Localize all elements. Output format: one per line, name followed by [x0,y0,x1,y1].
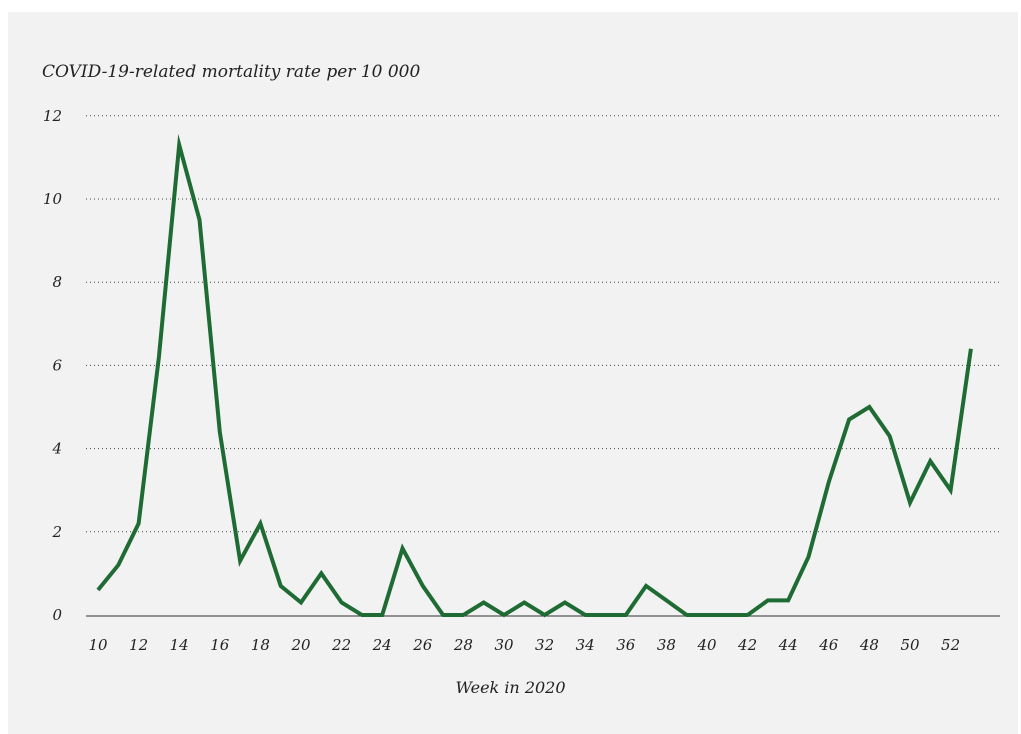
x-tick-label: 44 [778,636,798,654]
x-axis-label: Week in 2020 [455,678,566,697]
y-tick-labels: 0 2 4 6 8 10 12 [43,107,63,624]
mortality-rate-line [96,133,973,618]
x-tick-label: 14 [170,636,189,654]
x-tick-label: 26 [412,636,433,654]
x-tick-label: 40 [696,636,717,654]
x-tick-label: 42 [737,636,757,654]
x-tick-label: 30 [494,636,514,654]
x-tick-label: 16 [210,636,230,654]
x-tick-label: 22 [331,636,351,654]
chart-panel [8,12,1018,734]
y-tick-label: 10 [43,190,63,208]
x-tick-label: 50 [900,636,920,654]
x-tick-label: 10 [88,636,108,654]
gridlines [86,115,1000,533]
x-tick-label: 28 [453,636,473,654]
x-tick-label: 12 [129,636,148,654]
x-tick-label: 46 [818,636,839,654]
y-tick-label: 2 [51,523,62,541]
x-tick-label: 36 [616,636,636,654]
x-tick-label: 38 [657,636,676,654]
x-tick-label: 20 [290,636,311,654]
y-tick-label: 12 [43,107,62,125]
x-tick-label: 32 [535,636,554,654]
x-tick-label: 34 [576,636,595,654]
y-tick-label: 8 [52,273,62,291]
y-tick-label: 4 [51,440,62,458]
x-tick-label: 18 [251,636,270,654]
y-axis-label: COVID-19-related mortality rate per 10 0… [42,62,421,82]
y-tick-label: 0 [52,606,62,624]
x-tick-labels: 10 12 14 16 18 20 22 24 26 28 30 32 34 36 38 40 42 44 46 48… [88,636,960,654]
x-tick-label: 52 [941,636,960,654]
y-tick-label: 6 [52,356,62,374]
x-tick-label: 48 [859,636,879,654]
x-tick-label: 24 [372,636,392,654]
